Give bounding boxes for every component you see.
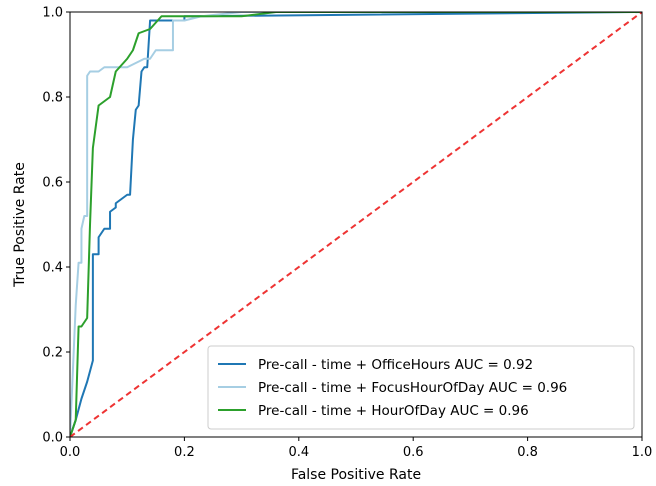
x-tick-label: 0.8 bbox=[517, 445, 538, 460]
roc-curve-2 bbox=[70, 12, 642, 437]
y-tick-label: 0.6 bbox=[42, 176, 63, 191]
roc-curve-1 bbox=[70, 12, 642, 437]
y-tick-label: 0.4 bbox=[42, 261, 63, 276]
x-tick-label: 0.6 bbox=[403, 445, 424, 460]
legend-entry-label: Pre-call - time + OfficeHours AUC = 0.92 bbox=[258, 357, 533, 373]
y-tick-label: 1.0 bbox=[42, 6, 63, 21]
legend-box bbox=[207, 345, 635, 430]
x-tick-label: 0.0 bbox=[60, 445, 81, 460]
x-tick-label: 0.2 bbox=[174, 445, 195, 460]
legend: Pre-call - time + OfficeHours AUC = 0.92… bbox=[207, 345, 635, 430]
y-tick-label: 0.2 bbox=[42, 346, 63, 361]
chance-diagonal-line bbox=[70, 12, 642, 437]
legend-entry-label: Pre-call - time + HourOfDay AUC = 0.96 bbox=[258, 403, 529, 419]
plot-frame bbox=[69, 11, 643, 438]
legend-entry-label: Pre-call - time + FocusHourOfDay AUC = 0… bbox=[258, 380, 567, 396]
x-tick-label: 0.4 bbox=[288, 445, 309, 460]
x-tick-label: 1.0 bbox=[632, 445, 653, 460]
y-axis-label: True Positive Rate bbox=[12, 162, 28, 288]
roc-curve-3 bbox=[70, 12, 642, 437]
x-axis-label: False Positive Rate bbox=[291, 467, 421, 483]
y-tick-label: 0.8 bbox=[42, 91, 63, 106]
y-tick-label: 0.0 bbox=[42, 431, 63, 446]
